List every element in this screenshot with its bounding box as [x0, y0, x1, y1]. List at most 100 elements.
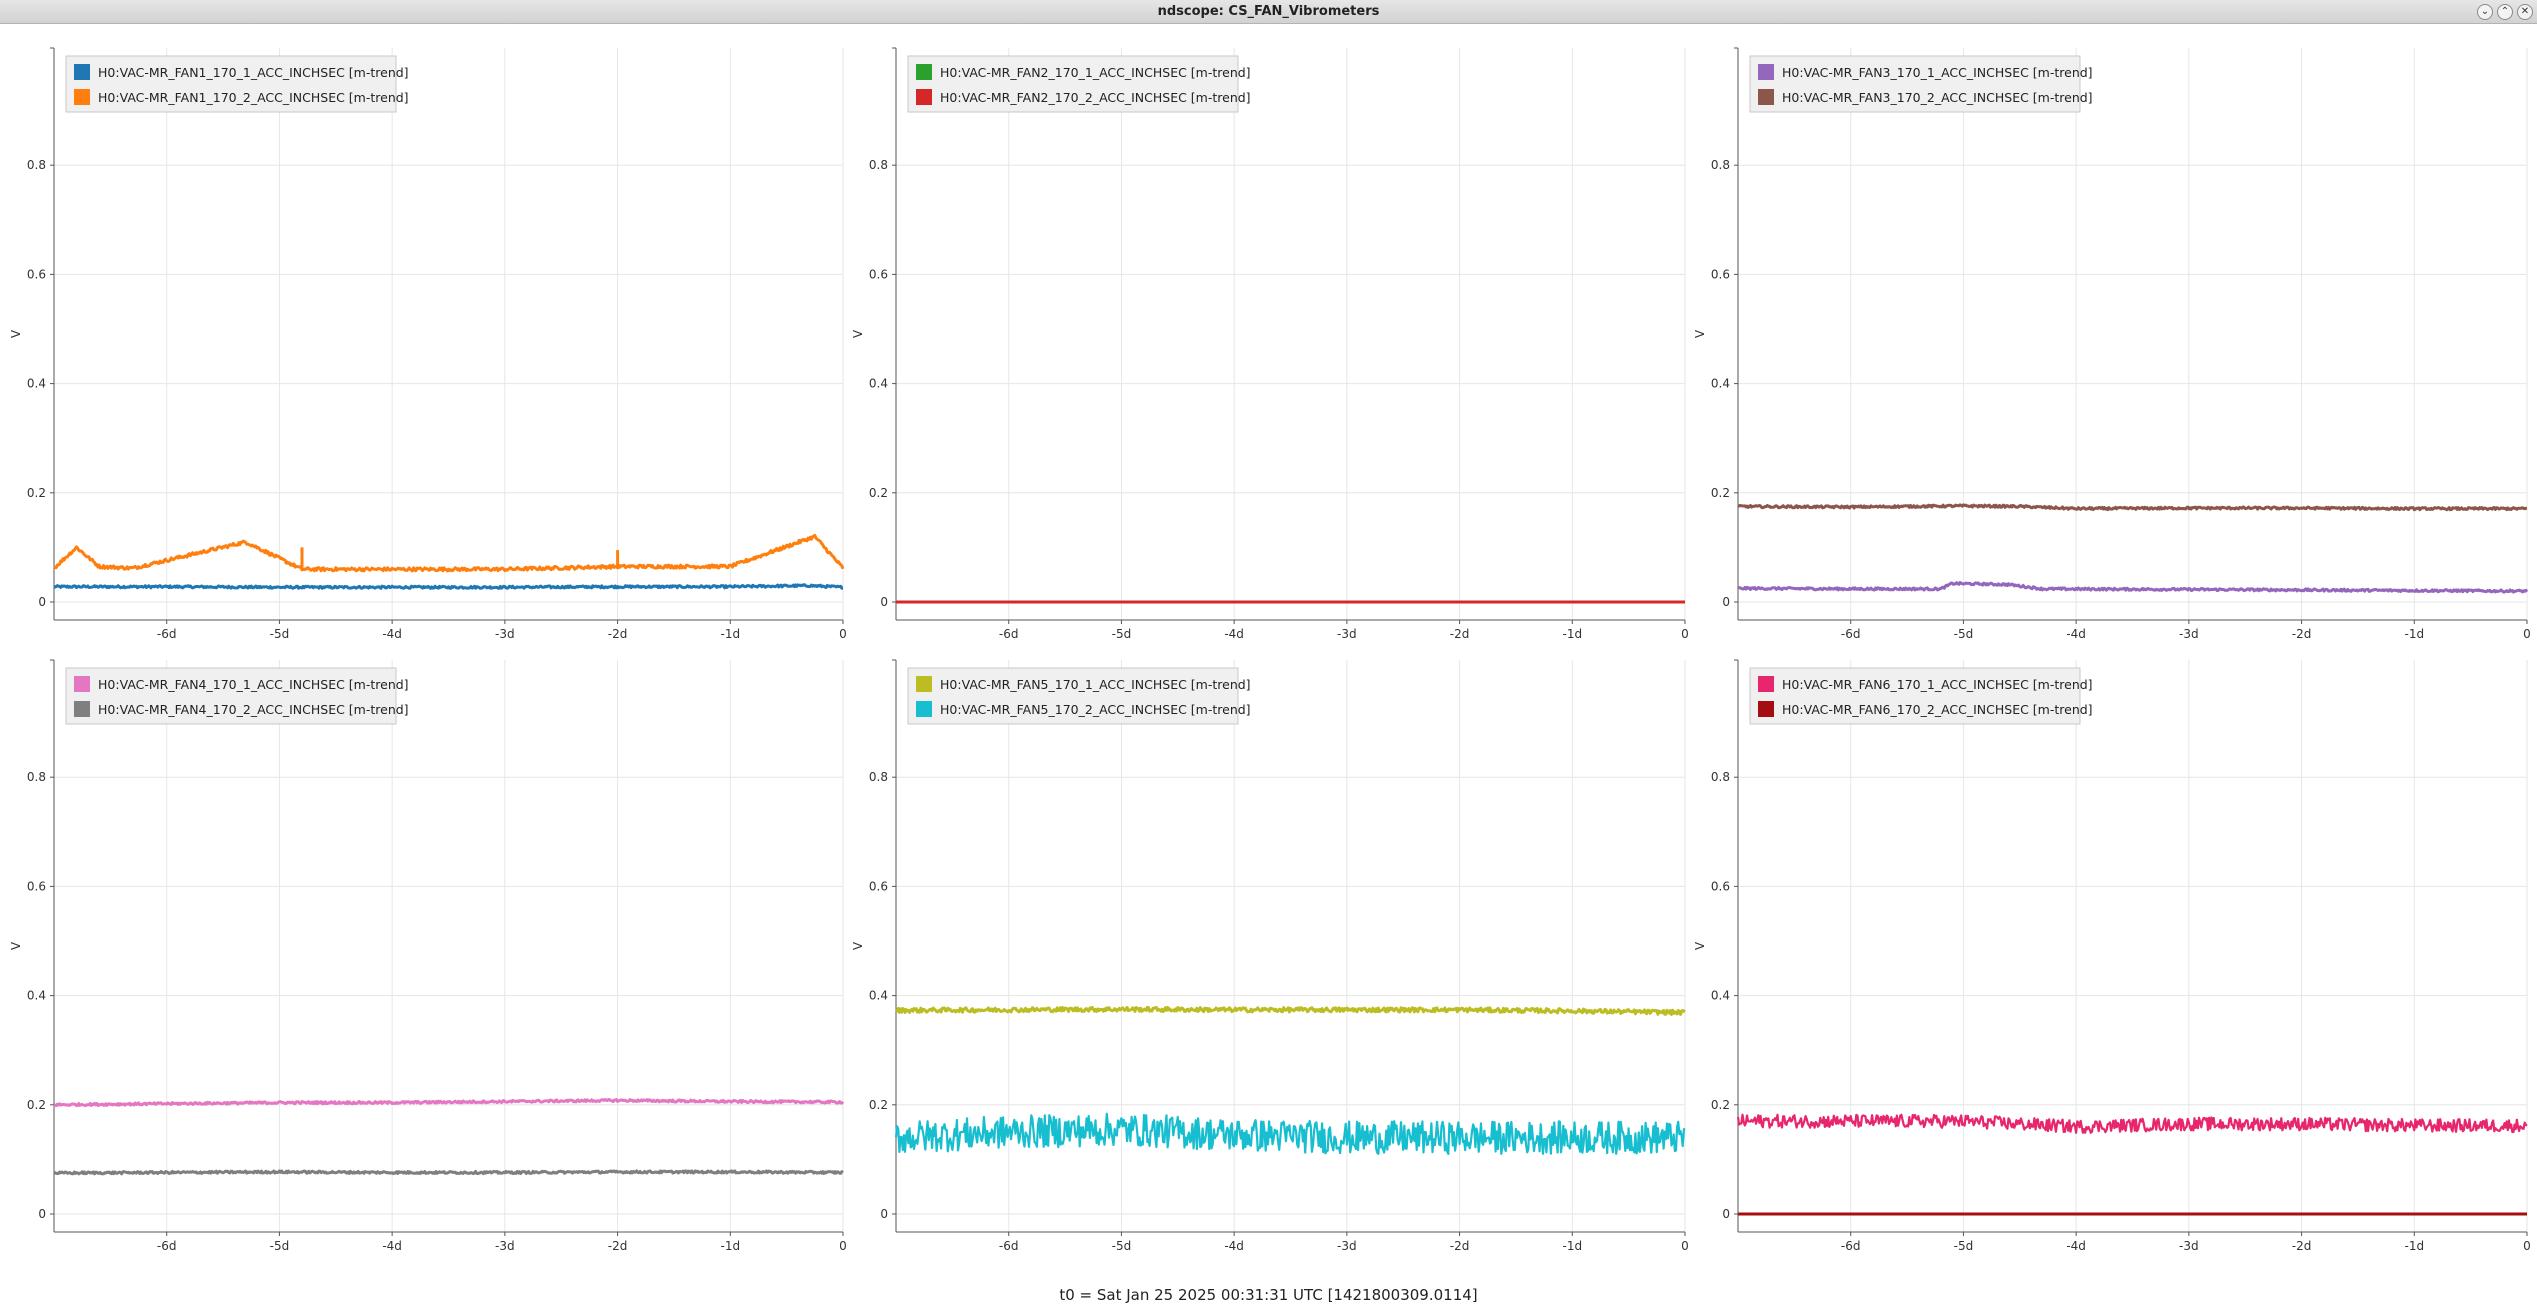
x-tick-label: -3d	[495, 627, 515, 641]
plot-grid[interactable]: 0 0.2 0.4 0.6 0.8 -6d -5d -4d -3d -2d -1d 0 V H0:VAC-…	[0, 24, 2537, 1282]
chevron-down-icon: ⌄	[2480, 6, 2490, 17]
series-line-1	[1736, 1113, 2528, 1134]
legend-entry: H0:VAC-MR_FAN6_170_1_ACC_INCHSEC [m-tren…	[1782, 677, 2093, 692]
legend-entry: H0:VAC-MR_FAN4_170_2_ACC_INCHSEC [m-tren…	[98, 702, 409, 717]
y-tick-label: 0.8	[1711, 770, 1730, 784]
legend: H0:VAC-MR_FAN1_170_1_ACC_INCHSEC [m-tren…	[65, 55, 409, 113]
series-line-1	[53, 583, 844, 590]
y-tick-label: 0	[880, 595, 888, 609]
x-tick-label: -5d	[270, 1239, 290, 1253]
x-tick-label: -6d	[1841, 627, 1861, 641]
legend-entry: H0:VAC-MR_FAN4_170_1_ACC_INCHSEC [m-tren…	[98, 677, 409, 692]
y-axis-label: V	[1693, 941, 1707, 950]
x-tick-label: 0	[2523, 627, 2531, 641]
x-tick-label: -6d	[999, 627, 1019, 641]
y-tick-label: 0.2	[869, 1098, 888, 1112]
x-tick-label: -2d	[2292, 1239, 2312, 1253]
y-tick-label: 0.8	[27, 770, 46, 784]
x-tick-label: 0	[839, 1239, 847, 1253]
y-tick-label: 0.6	[1711, 267, 1730, 281]
window-title: ndscope: CS_FAN_Vibrometers	[1157, 4, 1380, 19]
plot-panel-2[interactable]: 0 0.2 0.4 0.6 0.8 -6d -5d -4d -3d -2d -1d 0 V H0:VAC-…	[851, 47, 1689, 641]
x-tick-label: -3d	[2179, 627, 2199, 641]
legend-swatch	[916, 64, 932, 80]
y-axis-label: V	[851, 941, 865, 950]
x-tick-label: -3d	[1337, 1239, 1357, 1253]
legend-entry: H0:VAC-MR_FAN1_170_2_ACC_INCHSEC [m-tren…	[98, 90, 409, 105]
y-tick-label: 0.2	[1711, 486, 1730, 500]
x-tick-label: -1d	[1562, 1239, 1582, 1253]
y-tick-label: 0.4	[1711, 989, 1730, 1003]
plot-panel-3[interactable]: 0 0.2 0.4 0.6 0.8 -6d -5d -4d -3d -2d -1d 0 V H0:VAC-…	[1693, 47, 2531, 641]
legend-swatch	[916, 89, 932, 105]
legend-swatch	[916, 676, 932, 692]
plot-panel-1[interactable]: 0 0.2 0.4 0.6 0.8 -6d -5d -4d -3d -2d -1d 0 V H0:VAC-…	[9, 47, 847, 641]
legend-swatch	[74, 676, 90, 692]
legend-entry: H0:VAC-MR_FAN5_170_1_ACC_INCHSEC [m-tren…	[940, 677, 1251, 692]
legend-swatch	[74, 701, 90, 717]
y-tick-label: 0.6	[869, 267, 888, 281]
y-tick-label: 0	[1722, 595, 1730, 609]
legend-entry: H0:VAC-MR_FAN5_170_2_ACC_INCHSEC [m-tren…	[940, 702, 1251, 717]
legend-swatch	[74, 89, 90, 105]
y-tick-label: 0.4	[869, 377, 888, 391]
y-tick-label: 0.6	[27, 879, 46, 893]
legend-swatch	[1758, 64, 1774, 80]
x-tick-label: -1d	[1562, 627, 1582, 641]
legend-swatch	[1758, 701, 1774, 717]
x-tick-label: -1d	[2404, 627, 2424, 641]
close-button[interactable]: ✕	[2517, 4, 2533, 20]
y-tick-label: 0.8	[27, 158, 46, 172]
x-tick-label: -3d	[2179, 1239, 2199, 1253]
legend-entry: H0:VAC-MR_FAN2_170_2_ACC_INCHSEC [m-tren…	[940, 90, 1251, 105]
y-tick-label: 0.2	[869, 486, 888, 500]
y-tick-label: 0	[1722, 1207, 1730, 1221]
y-tick-label: 0.4	[869, 989, 888, 1003]
y-tick-label: 0.6	[27, 267, 46, 281]
y-tick-label: 0.6	[1711, 879, 1730, 893]
legend-entry: H0:VAC-MR_FAN3_170_2_ACC_INCHSEC [m-tren…	[1782, 90, 2093, 105]
y-axis-label: V	[9, 941, 23, 950]
x-tick-label: -3d	[1337, 627, 1357, 641]
legend-entry: H0:VAC-MR_FAN2_170_1_ACC_INCHSEC [m-tren…	[940, 65, 1251, 80]
y-tick-label: 0.4	[27, 989, 46, 1003]
plot-panel-4[interactable]: 0 0.2 0.4 0.6 0.8 -6d -5d -4d -3d -2d -1d 0 V H0:VAC-…	[9, 659, 847, 1253]
x-tick-label: 0	[1681, 1239, 1689, 1253]
chevron-up-icon: ⌃	[2500, 6, 2510, 17]
series-line-2	[53, 1169, 844, 1176]
series-line-1	[53, 1098, 845, 1108]
x-tick-label: -4d	[1224, 627, 1244, 641]
legend: H0:VAC-MR_FAN6_170_1_ACC_INCHSEC [m-tren…	[1749, 667, 2093, 725]
plot-panel-6[interactable]: 0 0.2 0.4 0.6 0.8 -6d -5d -4d -3d -2d -1d 0 V H0:VAC-…	[1693, 659, 2531, 1253]
series-line-2	[894, 1112, 1686, 1155]
x-tick-label: -4d	[2066, 1239, 2086, 1253]
y-tick-label: 0	[38, 1207, 46, 1221]
y-tick-label: 0.8	[1711, 158, 1730, 172]
series-line-1	[894, 1005, 1686, 1016]
minimize-button[interactable]: ⌄	[2477, 4, 2493, 20]
legend-box	[65, 55, 397, 113]
x-tick-label: -5d	[1954, 627, 1974, 641]
legend-swatch	[1758, 89, 1774, 105]
legend-box	[907, 55, 1239, 113]
x-tick-label: -6d	[157, 1239, 177, 1253]
y-tick-label: 0	[880, 1207, 888, 1221]
y-tick-label: 0.2	[1711, 1098, 1730, 1112]
window-titlebar[interactable]: ndscope: CS_FAN_Vibrometers ⌄ ⌃ ✕	[0, 0, 2537, 24]
plot-panel-5[interactable]: 0 0.2 0.4 0.6 0.8 -6d -5d -4d -3d -2d -1d 0 V H0:VAC-…	[851, 659, 1689, 1253]
y-tick-label: 0.8	[869, 770, 888, 784]
close-icon: ✕	[2520, 6, 2530, 17]
x-tick-label: -2d	[1450, 627, 1470, 641]
x-tick-label: -6d	[999, 1239, 1019, 1253]
legend-box	[1749, 667, 2081, 725]
series-line-1	[1737, 581, 2529, 594]
x-tick-label: -2d	[608, 627, 628, 641]
x-tick-label: -4d	[382, 1239, 402, 1253]
x-tick-label: -1d	[720, 627, 740, 641]
y-tick-label: 0.2	[27, 1098, 46, 1112]
maximize-button[interactable]: ⌃	[2497, 4, 2513, 20]
x-tick-label: -5d	[1112, 1239, 1132, 1253]
x-tick-label: -1d	[2404, 1239, 2424, 1253]
legend-box	[907, 667, 1239, 725]
legend: H0:VAC-MR_FAN2_170_1_ACC_INCHSEC [m-tren…	[907, 55, 1251, 113]
